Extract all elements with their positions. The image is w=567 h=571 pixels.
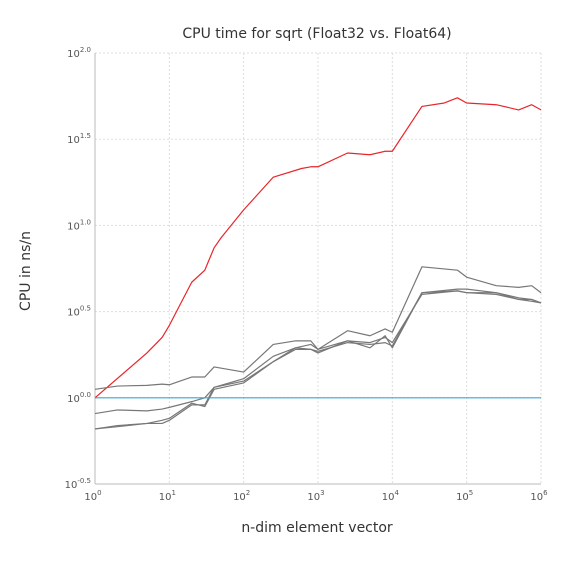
x-tick-label: 103 bbox=[307, 489, 324, 503]
series-line-2 bbox=[94, 266, 542, 390]
axes bbox=[94, 53, 541, 485]
y-tick-label: 10-0.5 bbox=[65, 477, 91, 491]
series-line-5 bbox=[94, 288, 542, 430]
y-tick-label: 101.5 bbox=[67, 132, 91, 146]
chart-title: CPU time for sqrt (Float32 vs. Float64) bbox=[182, 26, 451, 42]
y-tick-label: 100.0 bbox=[67, 391, 91, 405]
x-axis-label: n-dim element vector bbox=[241, 520, 393, 536]
x-tick-label: 104 bbox=[382, 489, 400, 503]
y-tick-label: 101.0 bbox=[67, 218, 91, 232]
series-group bbox=[94, 97, 542, 430]
x-tick-label: 106 bbox=[530, 489, 548, 503]
x-tick-label: 101 bbox=[159, 489, 176, 503]
x-tick-label: 102 bbox=[233, 489, 250, 503]
x-tick-label: 100 bbox=[84, 489, 101, 503]
tick-labels: 100 101 102 103 104 105 106 10-0.5 100.0 100.5 101… bbox=[65, 46, 549, 503]
grid bbox=[94, 52, 542, 485]
x-tick-label: 105 bbox=[456, 489, 473, 503]
y-tick-label: 100.5 bbox=[67, 305, 91, 319]
y-tick-label: 102.0 bbox=[67, 46, 91, 60]
y-axis-label: CPU in ns/n bbox=[18, 231, 34, 311]
series-line-1 bbox=[94, 97, 542, 399]
series-line-4 bbox=[94, 290, 542, 430]
